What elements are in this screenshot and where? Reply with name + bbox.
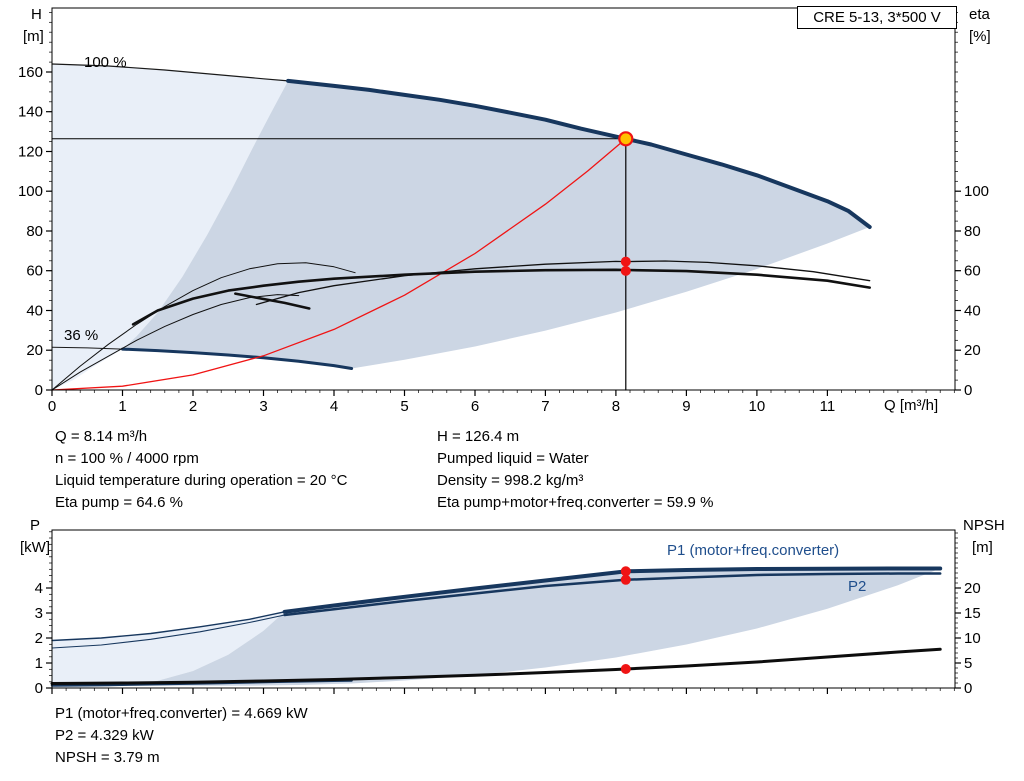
- eta-total-point: [620, 265, 631, 276]
- power-dark: [122, 568, 941, 686]
- x-tick-label: 10: [749, 398, 766, 415]
- y-tick-label: 100: [18, 183, 43, 200]
- info-density: Density = 998.2 kg/m³: [437, 472, 584, 489]
- info-temp: Liquid temperature during operation = 20…: [55, 472, 348, 489]
- y-tick-label: 3: [35, 605, 43, 622]
- pump-curve-100: [286, 78, 872, 229]
- y2-tick-label: 40: [964, 303, 981, 320]
- info-n: n = 100 % / 4000 rpm: [55, 450, 199, 467]
- y2-tick-label: 0: [964, 680, 972, 697]
- npsh-curve: [50, 647, 942, 685]
- eta-axis-label: eta: [969, 6, 990, 23]
- plot-frame: [51, 7, 956, 391]
- power-npsh-chart: 0 1 2 3 4 0 5 10 15 20: [35, 529, 981, 697]
- eta-segment: [234, 292, 311, 310]
- y-tick-label: 2: [35, 630, 43, 647]
- duty-point: [618, 131, 634, 147]
- x-tick-label: 9: [682, 398, 690, 415]
- eta-pump-curve: [255, 260, 871, 306]
- x-tick-label: 0: [48, 398, 56, 415]
- p-axis-unit: [kW]: [20, 539, 50, 556]
- info-h: H = 126.4 m: [437, 428, 520, 445]
- hq-chart: 0 1 2 3 4 5 6 7 8 9 10 11 0 20 40 60 80 100 120 140 160 0 20 40…: [18, 7, 989, 415]
- y-tick-label: 4: [35, 580, 43, 597]
- eta-total-curve: [131, 268, 871, 326]
- y-tick-label: 20: [26, 342, 43, 359]
- x-tick-label: 2: [189, 398, 197, 415]
- info-eta-pump: Eta pump = 64.6 %: [55, 494, 183, 511]
- x-tick-label: 1: [118, 398, 126, 415]
- eta-pump-point: [620, 256, 631, 267]
- y2-tick-label: 0: [964, 382, 972, 399]
- y2-tick-label: 20: [964, 580, 981, 597]
- footer-p2: P2 = 4.329 kW: [55, 727, 154, 744]
- y-tick-label: 0: [35, 680, 43, 697]
- x-tick-label: 8: [612, 398, 620, 415]
- h-axis-unit: [m]: [23, 28, 44, 45]
- y2-tick-label: 20: [964, 342, 981, 359]
- y2-tick-label: 10: [964, 630, 981, 647]
- q-axis-label: Q [m³/h]: [884, 397, 939, 414]
- eta-arc-b: [51, 294, 300, 391]
- y-tick-label: 120: [18, 144, 43, 161]
- y-tick-label: 60: [26, 263, 43, 280]
- y-tick-label: 0: [35, 382, 43, 399]
- eta-arc-a: [51, 262, 356, 391]
- x-tick-label: 11: [820, 398, 836, 415]
- envelope-dark: [122, 80, 870, 369]
- p1-point: [620, 566, 631, 577]
- y2-tick-label: 60: [964, 263, 981, 280]
- axis-ticks: 0 1 2 3 4 5 6 7 8 9 10 11 0 20 40 60 80 100 120 140 160 0 20 40…: [18, 12, 989, 415]
- power-light: [52, 611, 285, 688]
- npsh-axis-unit: [m]: [972, 539, 993, 556]
- y2-tick-label: 5: [964, 655, 972, 672]
- eta-axis-unit: [%]: [969, 28, 991, 45]
- p2-curve-label: P2: [848, 578, 867, 595]
- info-block-right: H = 126.4 m Pumped liquid = Water Densit…: [437, 426, 713, 514]
- affinity-parabola-duty: [51, 138, 627, 391]
- p2-thin: [51, 614, 286, 649]
- npsh-point: [620, 664, 631, 674]
- pump-title-box: CRE 5-13, 3*500 V: [797, 6, 957, 29]
- p2-point: [620, 574, 631, 585]
- y-tick-label: 160: [18, 64, 43, 81]
- pump-36-thin: [51, 346, 123, 350]
- footer-p1: P1 (motor+freq.converter) = 4.669 kW: [55, 705, 308, 722]
- x-tick-label: 5: [400, 398, 408, 415]
- pump-curve-36: [121, 347, 354, 370]
- footer-block: P1 (motor+freq.converter) = 4.669 kW P2 …: [55, 703, 308, 769]
- y2-tick-label: 100: [964, 183, 989, 200]
- footer-npsh: NPSH = 3.79 m: [55, 749, 160, 766]
- pump-100-thin: [51, 63, 289, 82]
- info-q: Q = 8.14 m³/h: [55, 428, 148, 445]
- y2-tick-label: 15: [964, 605, 981, 622]
- info-block-left: Q = 8.14 m³/h n = 100 % / 4000 rpm Liqui…: [55, 426, 347, 514]
- plot-frame: [51, 529, 956, 689]
- x-tick-label: 4: [330, 398, 338, 415]
- npsh-axis-label: NPSH: [963, 517, 1005, 534]
- envelope-light: [52, 64, 289, 390]
- info-eta-total: Eta pump+motor+freq.converter = 59.9 %: [437, 494, 714, 511]
- x-tick-label: 7: [541, 398, 549, 415]
- info-liquid: Pumped liquid = Water: [437, 450, 589, 467]
- x-tick-label: 6: [471, 398, 479, 415]
- speed-100-label: 100 %: [84, 54, 127, 71]
- h-axis-label: H: [31, 6, 42, 23]
- y2-tick-label: 80: [964, 223, 981, 240]
- y-tick-label: 40: [26, 303, 43, 320]
- y-tick-label: 80: [26, 223, 43, 240]
- speed-36-label: 36 %: [64, 327, 99, 344]
- x-tick-label: 3: [259, 398, 267, 415]
- y-tick-label: 1: [35, 655, 43, 672]
- p-axis-label: P: [30, 517, 41, 534]
- p1-thin: [51, 611, 286, 642]
- p1-curve-label: P1 (motor+freq.converter): [667, 542, 840, 559]
- y-tick-label: 140: [18, 104, 43, 121]
